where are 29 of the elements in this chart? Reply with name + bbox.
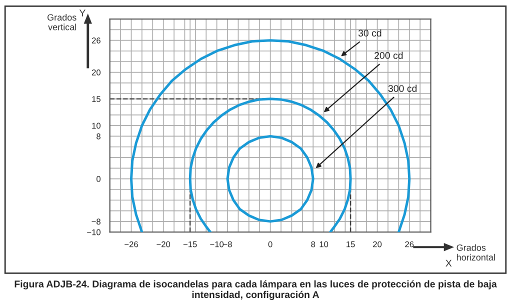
x-tick-label: −10 (210, 241, 224, 248)
text: X (446, 260, 452, 267)
annotation: 30 cd (358, 29, 382, 37)
y-tick-label: 20 (92, 70, 101, 76)
x-tick-label: 10 (320, 241, 328, 248)
x-axis-title: Grados horizontal (456, 244, 495, 261)
y-tick-label: 10 (92, 122, 101, 129)
annotation: 200 cd (374, 52, 403, 59)
x-tick-label: 20 (373, 241, 382, 248)
y-tick-label: 8 (96, 133, 100, 140)
x-tick-label: 26 (405, 241, 414, 248)
y-tick-label: −10 (87, 229, 101, 236)
y-tick-label: −8 (92, 218, 100, 225)
annotation: 300 cd (388, 84, 417, 92)
x-tick-label: −8 (223, 241, 232, 248)
x-tick-label: 8 (311, 241, 316, 248)
x-tick-label: 0 (268, 241, 272, 248)
x-tick-label: 15 (346, 241, 355, 248)
y-axis-title: Grados vertical (48, 14, 76, 30)
x-tick-label: −15 (183, 241, 197, 248)
y-tick-label: 26 (92, 38, 100, 44)
y-tick-label: 15 (92, 96, 100, 102)
line-series (188, 98, 352, 232)
y-tick-label: 0 (96, 176, 101, 182)
text: Figura ADJB-24. Diagrama de isocandelas para cada lámpara en las luces de protección de pista de baja intensidad, configuración A (14, 280, 497, 300)
x-tick-label: −26 (124, 241, 138, 248)
line-series (226, 134, 314, 223)
text: Y (79, 10, 86, 16)
x-tick-label: −20 (156, 241, 170, 248)
